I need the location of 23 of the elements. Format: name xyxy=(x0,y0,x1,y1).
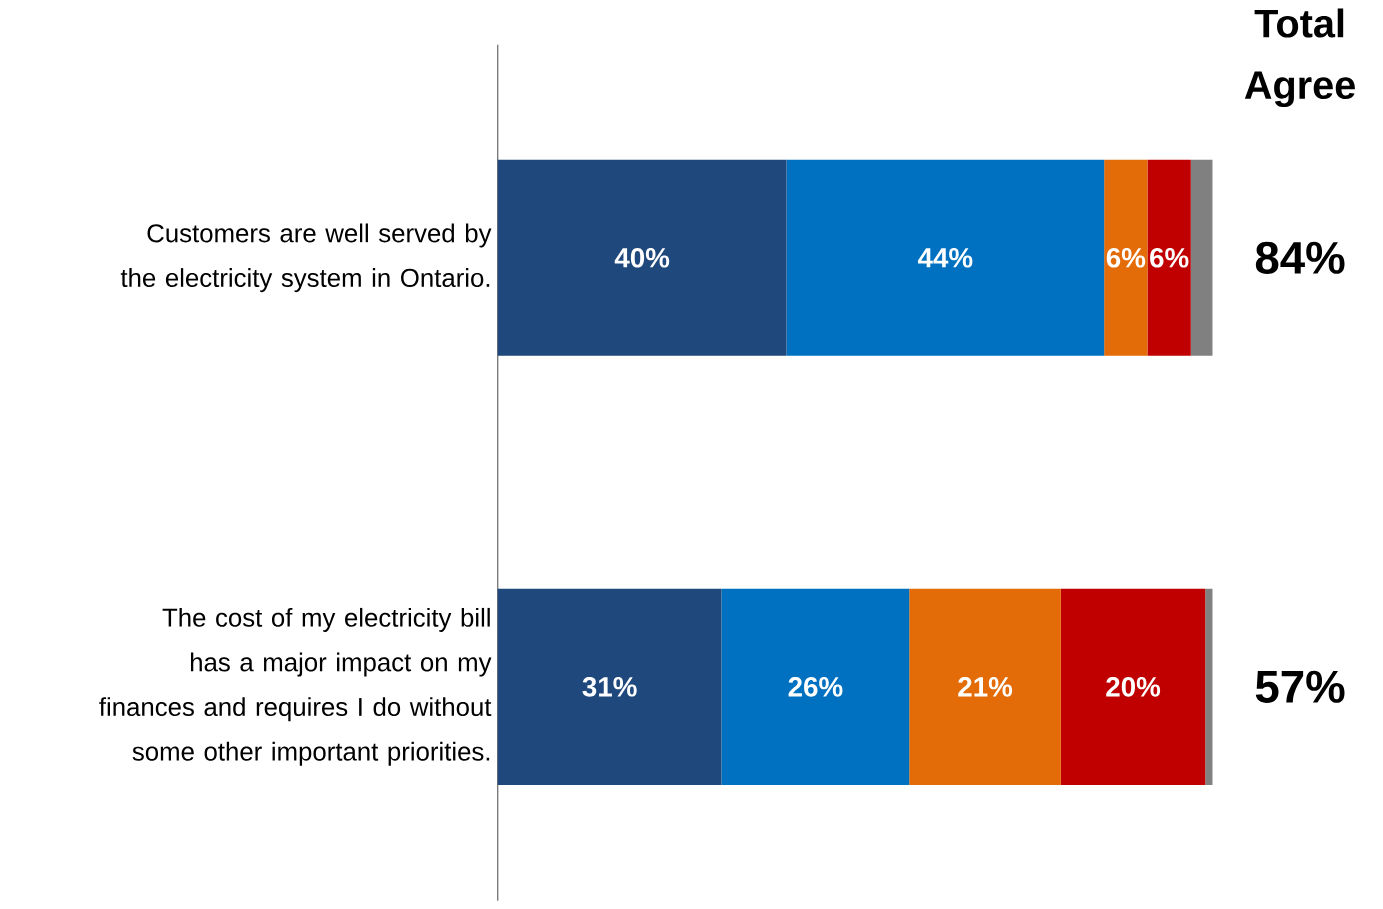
data-label: 20% xyxy=(1106,677,1161,697)
bar xyxy=(1190,159,1213,356)
data-label: 21% xyxy=(958,677,1013,697)
bar xyxy=(1205,588,1213,785)
text: 84% xyxy=(1255,241,1345,275)
bar xyxy=(1104,159,1148,356)
y-tick-label: The cost of my electricity bill has a major impact on my finances and requires I do without some other important priorities. xyxy=(99,607,492,766)
y-tick-label: Customers are well served by the electricity system in Ontario. xyxy=(120,223,492,293)
data-label: 44% xyxy=(917,248,973,268)
data-label: 6% xyxy=(1150,248,1189,268)
text: 57% xyxy=(1255,670,1345,704)
data-label: 40% xyxy=(614,248,670,268)
data-label: 26% xyxy=(788,677,843,697)
data-label: 6% xyxy=(1106,248,1146,268)
bar xyxy=(497,159,787,356)
bar xyxy=(497,588,722,785)
bar xyxy=(1147,159,1191,356)
text: Total Agree xyxy=(1244,8,1355,108)
bar xyxy=(909,588,1061,785)
bar xyxy=(721,588,910,785)
bar xyxy=(1060,588,1206,785)
data-label: 31% xyxy=(582,677,637,697)
bar xyxy=(786,159,1105,356)
